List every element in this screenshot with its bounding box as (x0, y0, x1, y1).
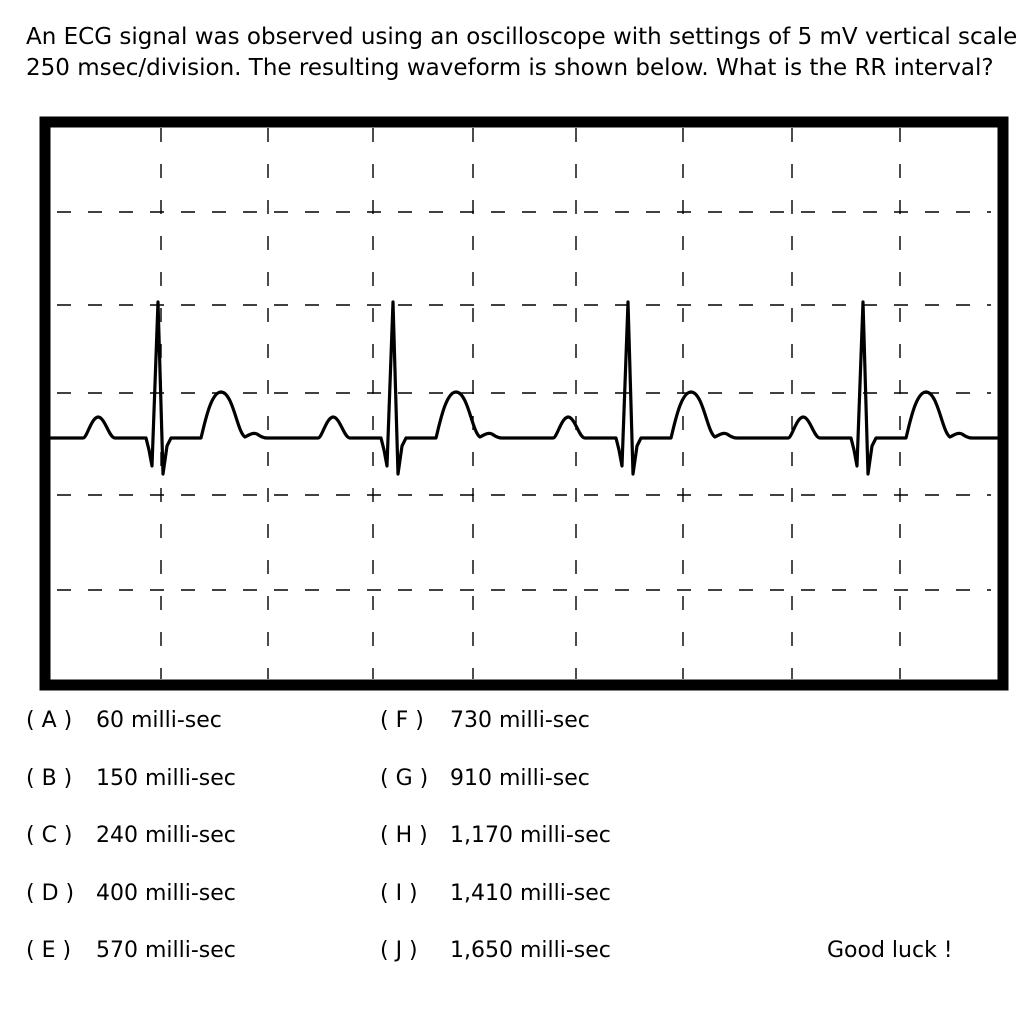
option-e-value: 570 milli-sec (96, 938, 236, 963)
oscilloscope-display (39, 116, 1009, 691)
option-f-letter: ( F ) (380, 708, 424, 733)
option-c-letter: ( C ) (26, 823, 73, 848)
option-b-letter: ( B ) (26, 766, 73, 791)
ecg-waveform-trace (49, 300, 999, 476)
good-luck-text: Good luck ! (827, 938, 953, 963)
option-i-value: 1,410 milli-sec (450, 881, 611, 906)
option-d-value: 400 milli-sec (96, 881, 236, 906)
option-a-letter: ( A ) (26, 708, 73, 733)
option-g-value: 910 milli-sec (450, 766, 590, 791)
question-text: An ECG signal was observed using an osci… (26, 22, 1024, 84)
option-c-value: 240 milli-sec (96, 823, 236, 848)
option-d-letter: ( D ) (26, 881, 75, 906)
option-a-value: 60 milli-sec (96, 708, 222, 733)
option-e-letter: ( E ) (26, 938, 72, 963)
option-g-letter: ( G ) (380, 766, 429, 791)
option-i-letter: ( I ) (380, 881, 418, 906)
question-line-1: An ECG signal was observed using an osci… (26, 24, 1024, 50)
option-h-value: 1,170 milli-sec (450, 823, 611, 848)
option-b-value: 150 milli-sec (96, 766, 236, 791)
question-line-2: 250 msec/division. The resulting wavefor… (26, 55, 994, 81)
oscilloscope-screen-frame (39, 116, 1009, 691)
oscilloscope-grid (57, 128, 991, 679)
option-f-value: 730 milli-sec (450, 708, 590, 733)
option-j-letter: ( J ) (380, 938, 418, 963)
option-j-value: 1,650 milli-sec (450, 938, 611, 963)
option-h-letter: ( H ) (380, 823, 428, 848)
